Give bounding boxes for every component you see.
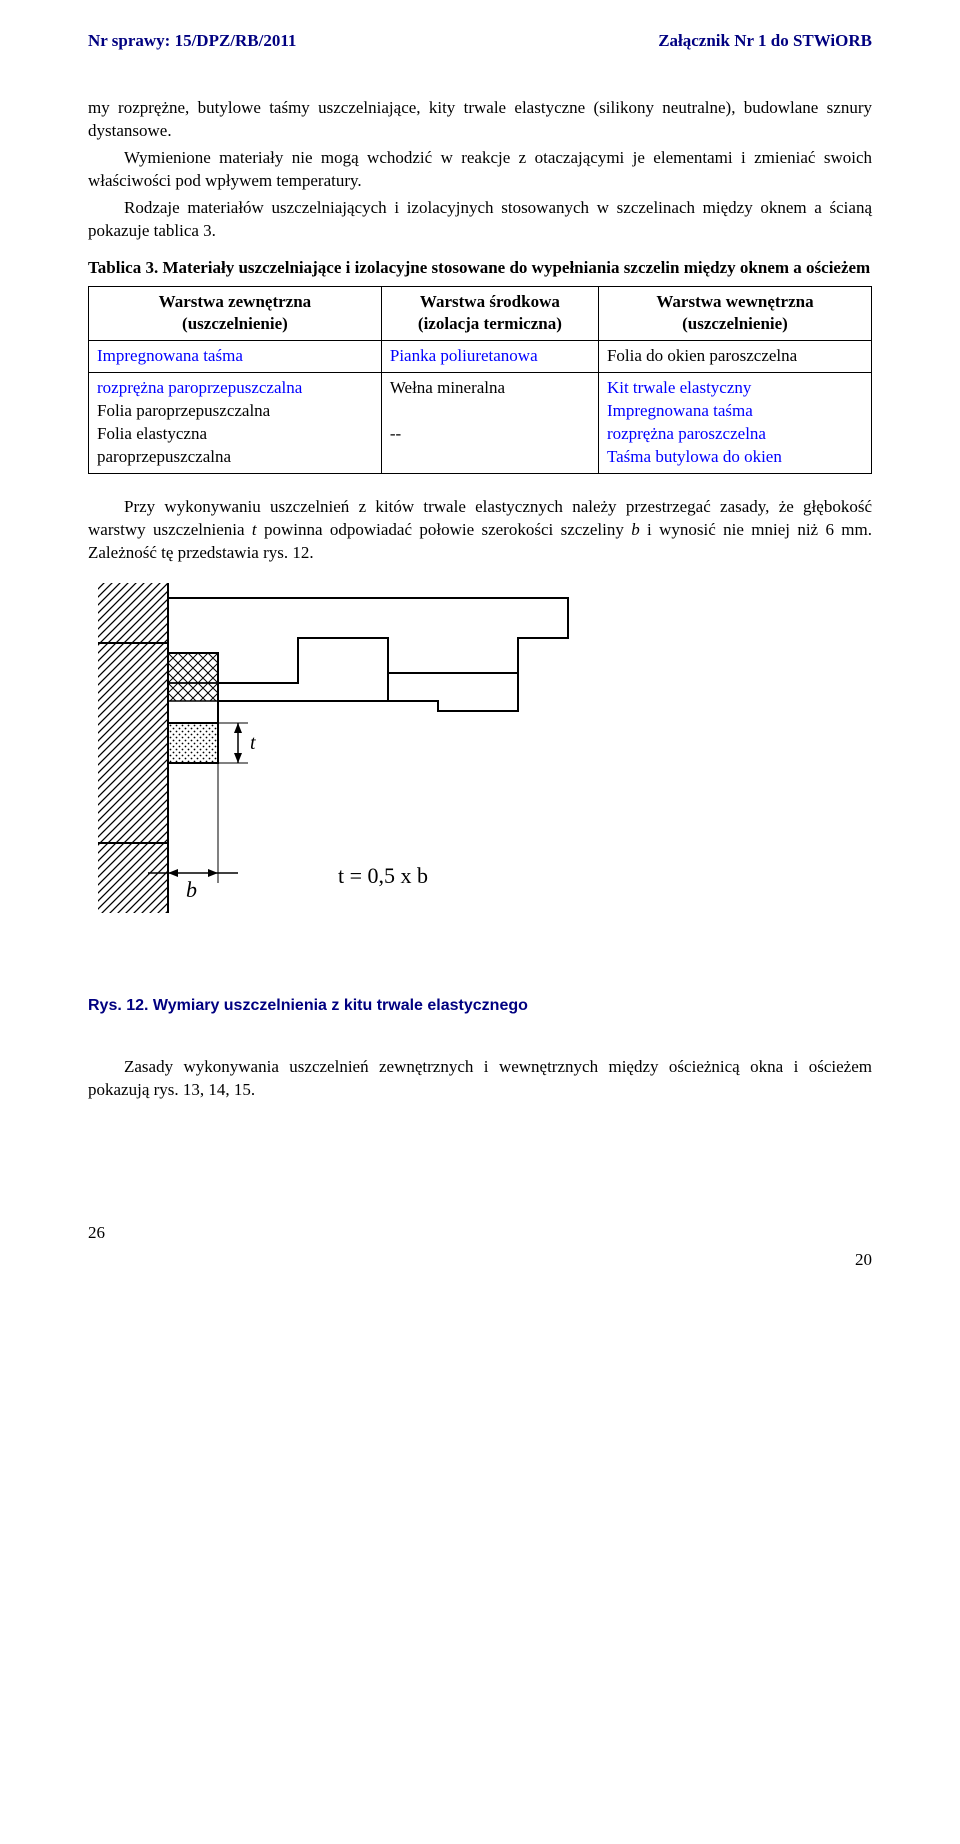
r2c2: Wełna mineralna -- [381,373,598,474]
table-header-row: Warstwa zewnętrzna (uszczelnienie) Warst… [89,286,872,341]
table-row: rozprężna paroprzepuszczalna Folia parop… [89,373,872,474]
dim-b-label: b [186,877,197,902]
col3-header-a: Warstwa wewnętrzna [656,292,813,311]
materials-table: Warstwa zewnętrzna (uszczelnienie) Warst… [88,286,872,475]
r2c1c: Folia elastyczna [97,424,207,443]
figure-12-diagram: t b t = 0,5 x b [88,583,872,963]
col2-header-b: (izolacja termiczna) [418,314,562,333]
col3-header-b: (uszczelnienie) [682,314,788,333]
r2c3a: Kit trwale elastyczny [607,378,751,397]
header-left: Nr sprawy: 15/DPZ/RB/2011 [88,30,296,53]
paragraph-4: Przy wykonywaniu uszczelnień z kitów trw… [88,496,872,565]
figure-12-caption: Rys. 12. Wymiary uszczelnienia z kitu tr… [88,995,872,1017]
col1-header: Warstwa zewnętrzna (uszczelnienie) [89,286,382,341]
paragraph-2: Wymienione materiały nie mogą wchodzić w… [88,147,872,193]
page-number-left: 26 [88,1222,872,1245]
col1-header-a: Warstwa zewnętrzna [159,292,312,311]
header-right: Załącznik Nr 1 do STWiORB [658,30,872,53]
dim-t-label: t [250,732,256,754]
col2-header-a: Warstwa środkowa [420,292,560,311]
p4b: powinna odpowiadać połowie szerokości sz… [257,520,632,539]
r2c2b: -- [390,424,401,443]
table-caption-rest: Materiały uszczelniające i izolacyjne st… [162,258,870,277]
r2c2a: Wełna mineralna [390,378,505,397]
col1-header-b: (uszczelnienie) [182,314,288,333]
r1c3: Folia do okien paroszczelna [598,341,871,373]
col2-header: Warstwa środkowa (izolacja termiczna) [381,286,598,341]
p4-var-b: b [631,520,640,539]
r2c1b: Folia paroprzepuszczalna [97,401,270,420]
paragraph-1: my rozprężne, butylowe taśmy uszczelniaj… [88,97,872,143]
r2c1a: rozprężna paroprzepuszczalna [97,378,302,397]
col3-header: Warstwa wewnętrzna (uszczelnienie) [598,286,871,341]
formula-label: t = 0,5 x b [338,863,428,888]
r2c3: Kit trwale elastyczny Impregnowana taśma… [598,373,871,474]
r1c1: Impregnowana taśma [89,341,382,373]
r1c2: Pianka poliuretanowa [381,341,598,373]
r2c1d: paroprzepuszczalna [97,447,231,466]
table-row: Impregnowana taśma Pianka poliuretanowa … [89,341,872,373]
r2c1: rozprężna paroprzepuszczalna Folia parop… [89,373,382,474]
paragraph-5: Zasady wykonywania uszczelnień zewnętrzn… [88,1056,872,1102]
table-caption: Tablica 3. Materiały uszczelniające i iz… [88,257,872,280]
page-number-right: 20 [88,1249,872,1272]
r2c3d: Taśma butylowa do okien [607,447,782,466]
paragraph-3: Rodzaje materiałów uszczelniających i iz… [88,197,872,243]
page-header: Nr sprawy: 15/DPZ/RB/2011 Załącznik Nr 1… [88,30,872,53]
table-caption-lead: Tablica 3. [88,258,162,277]
r2c3b: Impregnowana taśma [607,401,753,420]
r2c3c: rozprężna paroszczelna [607,424,766,443]
sealant-cross-section-svg: t b t = 0,5 x b [88,583,608,963]
